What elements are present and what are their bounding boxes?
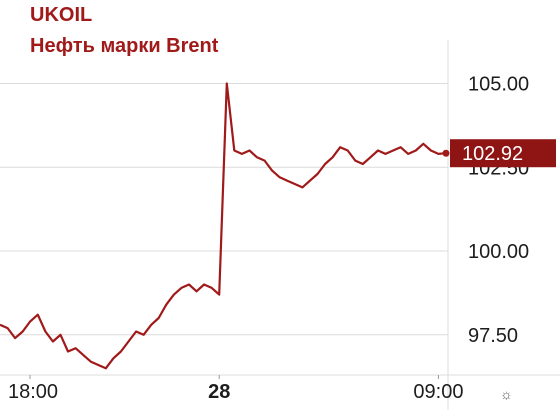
x-tick-label: 18:00: [8, 381, 58, 403]
y-tick-label: 100.00: [468, 241, 529, 263]
gear-icon[interactable]: ☼: [500, 386, 513, 402]
x-tick-label: 28: [208, 381, 230, 403]
last-point: [442, 149, 450, 157]
grid: [0, 40, 560, 410]
x-tick-label: 09:00: [413, 381, 463, 403]
current-price-value: 102.92: [462, 143, 523, 165]
price-series: [0, 82, 450, 370]
x-axis-ticks: 18:00 28 09:00: [8, 375, 463, 403]
current-price-badge-bg: [450, 139, 556, 168]
series-line: [0, 82, 447, 370]
chart-title: Нефть марки Brent: [30, 35, 219, 57]
y-tick-label: 105.00: [468, 74, 529, 96]
y-tick-label: 97.50: [468, 325, 518, 347]
current-price-badge: 102.92: [450, 139, 556, 168]
instrument-symbol: UKOIL: [30, 4, 93, 26]
